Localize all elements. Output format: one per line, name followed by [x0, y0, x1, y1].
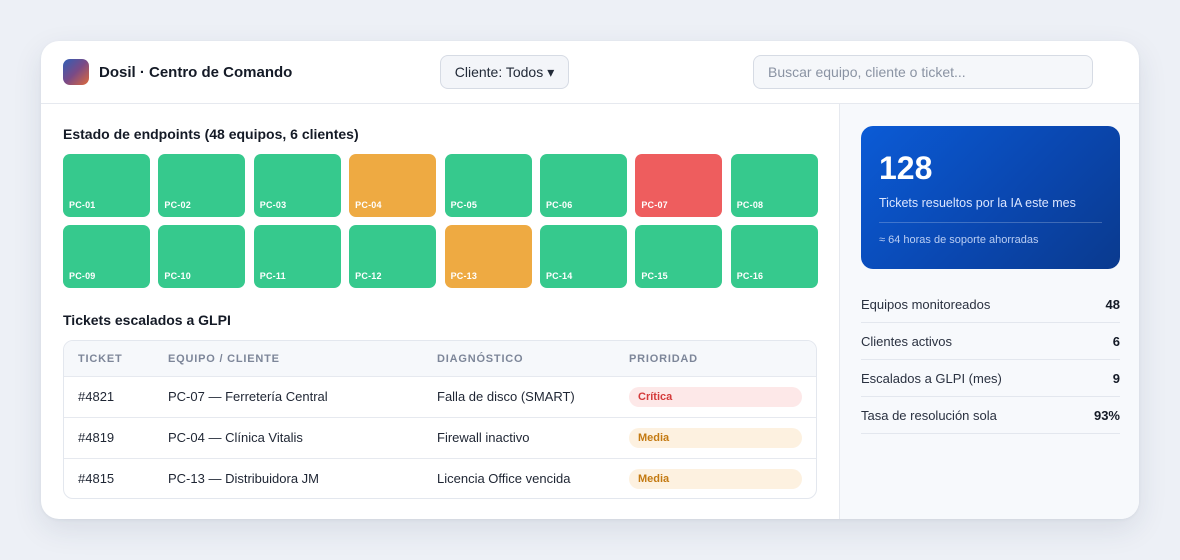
stats-list: Equipos monitoreados 48 Clientes activos 6 E… — [861, 286, 1120, 434]
stat-label: Escalados a GLPI (mes) — [861, 371, 1002, 386]
search-input[interactable] — [753, 55, 1093, 89]
ticket-id: #4815 — [78, 471, 115, 486]
endpoint-tile[interactable]: PC-09 — [63, 225, 150, 288]
endpoint-label: PC-09 — [69, 271, 96, 281]
table-row[interactable]: #4819 PC-04 — Clínica Vitalis Firewall ina… — [64, 418, 816, 459]
stat-row: Clientes activos 6 — [861, 323, 1120, 360]
client-filter-label: Cliente: Todos — [454, 64, 544, 80]
endpoint-tile[interactable]: PC-04 — [349, 154, 437, 217]
stat-label: Equipos monitoreados — [861, 297, 991, 312]
endpoint-label: PC-02 — [164, 200, 191, 210]
endpoint-label: PC-15 — [641, 271, 668, 281]
column-header-equipo: EQUIPO / CLIENTE — [168, 353, 280, 365]
ticket-id: #4819 — [78, 430, 115, 445]
endpoint-tile[interactable]: PC-10 — [158, 225, 246, 288]
stat-value: 9 — [1112, 371, 1120, 386]
endpoint-tile[interactable]: PC-05 — [444, 154, 532, 217]
column-header-ticket: TICKET — [78, 353, 123, 365]
endpoint-tile[interactable]: PC-14 — [539, 225, 627, 288]
table-body: #4821 PC-07 — Ferretería Central Falla de … — [64, 377, 816, 498]
equipo-cliente: PC-07 — Ferretería Central — [168, 389, 328, 404]
endpoint-label: PC-14 — [545, 271, 573, 281]
stat-row: Escalados a GLPI (mes) 9 — [861, 360, 1120, 397]
stat-value: 93% — [1093, 408, 1120, 423]
priority-badge: Media — [629, 428, 802, 448]
diagnostico: Firewall inactivo — [437, 430, 530, 445]
endpoint-tile[interactable]: PC-07 — [635, 154, 723, 217]
endpoint-tile[interactable]: PC-06 — [539, 154, 627, 217]
summary-sidebar: 128 Tickets resueltos por la IA este mes… — [839, 104, 1139, 519]
stat-row: Equipos monitoreados 48 — [861, 286, 1120, 323]
endpoint-label: PC-03 — [259, 200, 287, 210]
priority-badge: Crítica — [629, 387, 802, 407]
endpoint-tile[interactable]: PC-13 — [444, 225, 532, 288]
stat-label: Clientes activos — [861, 334, 953, 349]
diagnostico: Falla de disco (SMART) — [437, 389, 575, 404]
endpoint-label: PC-01 — [69, 200, 96, 210]
priority-badge: Media — [629, 469, 802, 489]
endpoint-tile[interactable]: PC-11 — [253, 225, 341, 288]
endpoint-label: PC-04 — [355, 200, 382, 210]
client-filter-dropdown[interactable]: Cliente: Todos ▾ — [440, 55, 569, 89]
brand-logo-icon — [63, 59, 89, 85]
stat-row: Tasa de resolución sola 93% — [861, 397, 1120, 434]
tickets-title: Tickets escalados a GLPI — [63, 312, 231, 328]
table-row[interactable]: #4815 PC-13 — Distribuidora JM Licencia Of… — [64, 459, 816, 498]
top-bar: Dosil · Centro de Comando Cliente: Todos… — [41, 41, 1139, 104]
endpoint-label: PC-06 — [545, 200, 573, 210]
endpoint-label: PC-05 — [450, 200, 478, 210]
endpoint-tile[interactable]: PC-12 — [349, 225, 437, 288]
endpoint-tile[interactable]: PC-02 — [158, 154, 246, 217]
chevron-down-icon: ▾ — [547, 63, 555, 80]
ai-resolved-card: 128 Tickets resueltos por la IA este mes… — [861, 126, 1120, 269]
stat-value: 48 — [1105, 297, 1120, 312]
equipo-cliente: PC-04 — Clínica Vitalis — [168, 430, 303, 445]
endpoints-title: Estado de endpoints (48 equipos, 6 clien… — [63, 126, 359, 142]
ai-resolved-label: Tickets resueltos por la IA este mes — [879, 196, 1076, 210]
endpoint-label: PC-10 — [164, 271, 191, 281]
diagnostico: Licencia Office vencida — [437, 471, 571, 486]
endpoint-tile[interactable]: PC-16 — [730, 225, 818, 288]
endpoint-tile[interactable]: PC-15 — [635, 225, 723, 288]
endpoint-tile[interactable]: PC-03 — [253, 154, 341, 217]
card-divider — [879, 222, 1102, 223]
tickets-table: TICKET EQUIPO / CLIENTE DIAGNÓSTICO PRIO… — [63, 340, 817, 499]
column-header-diagnostico: DIAGNÓSTICO — [437, 353, 524, 365]
endpoint-tile[interactable]: PC-01 — [63, 154, 150, 217]
endpoint-tile[interactable]: PC-08 — [730, 154, 818, 217]
command-center-window: Dosil · Centro de Comando Cliente: Todos… — [41, 41, 1139, 519]
endpoint-label: PC-11 — [259, 271, 286, 281]
equipo-cliente: PC-13 — Distribuidora JM — [168, 471, 319, 486]
ai-resolved-count: 128 — [879, 150, 933, 186]
column-header-prioridad: PRIORIDAD — [629, 353, 698, 365]
endpoint-label: PC-16 — [736, 271, 764, 281]
ticket-id: #4821 — [78, 389, 115, 404]
endpoint-label: PC-12 — [355, 271, 382, 281]
hours-saved-note: ≈ 64 horas de soporte ahorradas — [879, 234, 1039, 246]
table-header: TICKET EQUIPO / CLIENTE DIAGNÓSTICO PRIO… — [64, 341, 816, 377]
stat-value: 6 — [1112, 334, 1120, 349]
main-panel: Estado de endpoints (48 equipos, 6 clien… — [41, 104, 839, 519]
table-row[interactable]: #4821 PC-07 — Ferretería Central Falla de … — [64, 377, 816, 418]
endpoint-label: PC-07 — [641, 200, 668, 210]
endpoint-label: PC-13 — [450, 271, 478, 281]
brand-title: Dosil · Centro de Comando — [99, 64, 293, 81]
endpoint-grid: PC-01 PC-02 PC-03 PC-04 PC-05 PC-06 PC-07 PC-08… — [63, 154, 818, 288]
stat-label: Tasa de resolución sola — [861, 408, 997, 423]
endpoint-label: PC-08 — [736, 200, 764, 210]
